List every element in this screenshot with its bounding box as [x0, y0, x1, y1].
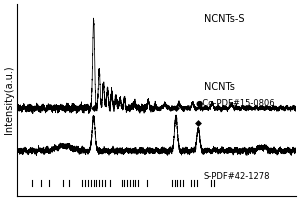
Text: ●Co-PDF#15-0806: ●Co-PDF#15-0806: [195, 99, 275, 108]
Text: S-PDF#42-1278: S-PDF#42-1278: [204, 172, 270, 181]
Text: NCNTs-S: NCNTs-S: [204, 14, 244, 24]
Y-axis label: Intensity(a.u.): Intensity(a.u.): [4, 66, 14, 134]
Text: NCNTs: NCNTs: [204, 82, 235, 92]
